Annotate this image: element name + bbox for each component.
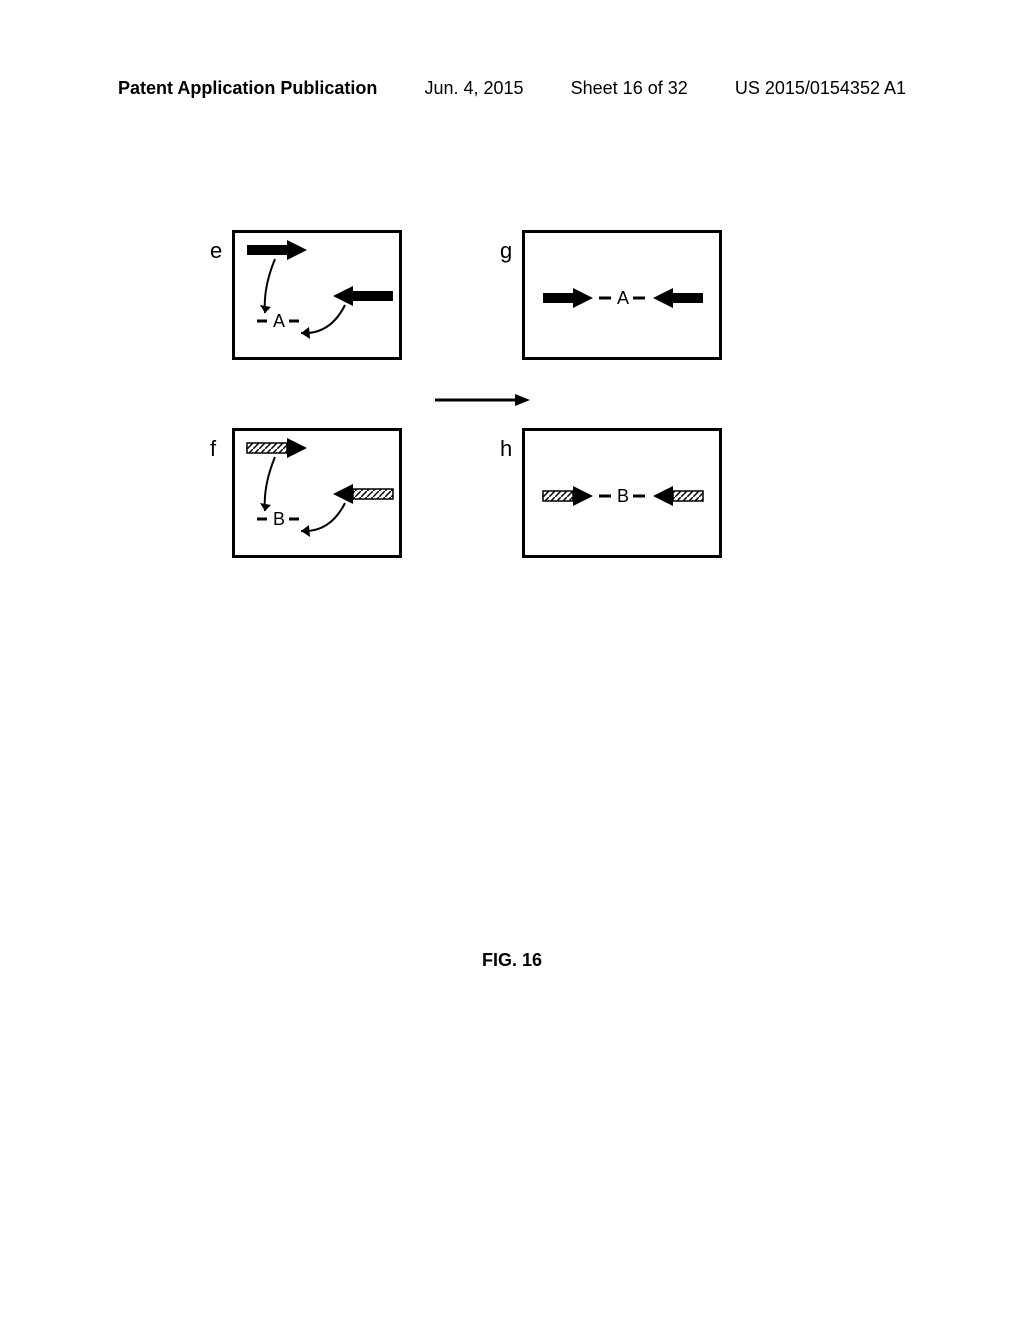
curve-arrow-icon bbox=[265, 457, 275, 511]
arrow-right-icon bbox=[247, 240, 307, 260]
arrow-right-hatched-icon bbox=[247, 438, 307, 458]
region-letter: A bbox=[273, 311, 285, 331]
publication-number: US 2015/0154352 A1 bbox=[735, 78, 906, 99]
region-letter: B bbox=[273, 509, 285, 529]
sheet-number: Sheet 16 of 32 bbox=[571, 78, 688, 99]
page-header: Patent Application Publication Jun. 4, 2… bbox=[118, 78, 906, 99]
panel-label-g: g bbox=[500, 238, 512, 264]
panel-box-g: A bbox=[522, 230, 722, 360]
transition-arrow-icon bbox=[430, 385, 540, 415]
panel-box-h: B bbox=[522, 428, 722, 558]
curve-arrow-icon bbox=[265, 259, 275, 313]
panel-box-e: A bbox=[232, 230, 402, 360]
panel-f-svg: B bbox=[235, 431, 405, 561]
arrow-right-hatched-icon bbox=[543, 486, 593, 506]
panel-h-svg: B bbox=[525, 431, 725, 561]
publication-date: Jun. 4, 2015 bbox=[424, 78, 523, 99]
panel-e-svg: A bbox=[235, 233, 405, 363]
region-letter: A bbox=[617, 288, 629, 308]
panel-label-h: h bbox=[500, 436, 512, 462]
publication-type: Patent Application Publication bbox=[118, 78, 377, 99]
arrow-left-hatched-icon bbox=[653, 486, 703, 506]
panel-label-e: e bbox=[210, 238, 222, 264]
arrow-left-icon bbox=[653, 288, 703, 308]
arrow-left-hatched-icon bbox=[333, 484, 393, 504]
panel-label-f: f bbox=[210, 436, 216, 462]
arrow-left-icon bbox=[333, 286, 393, 306]
panel-g-svg: A bbox=[525, 233, 725, 363]
arrow-right-icon bbox=[543, 288, 593, 308]
region-letter: B bbox=[617, 486, 629, 506]
figure-caption: FIG. 16 bbox=[0, 950, 1024, 971]
panel-box-f: B bbox=[232, 428, 402, 558]
